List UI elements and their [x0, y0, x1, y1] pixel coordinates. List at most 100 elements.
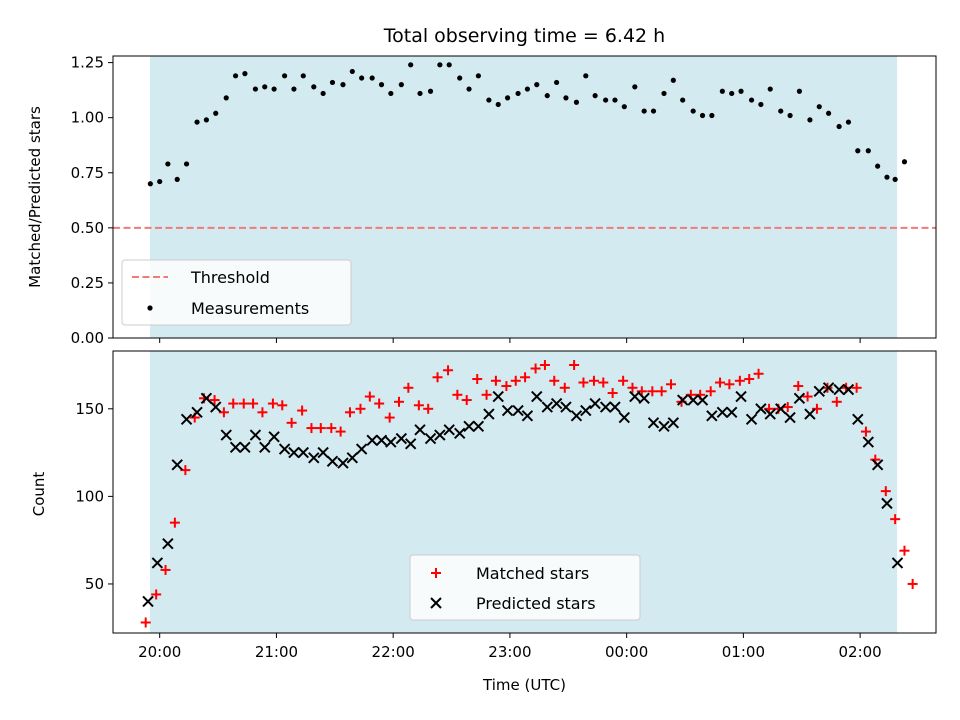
predicted-star-stroke-b	[687, 394, 699, 406]
predicted-star-stroke-b	[667, 417, 680, 429]
predicted-star-stroke-b	[346, 452, 359, 464]
predicted-star-stroke-b	[142, 595, 154, 608]
predicted-star-point	[268, 431, 280, 443]
matched-star-point	[880, 486, 891, 497]
predicted-star-stroke-b	[385, 436, 397, 448]
matched-star-point	[472, 374, 483, 385]
measurement-point	[670, 77, 676, 83]
matched-star-point	[618, 375, 629, 386]
legend-measurement-swatch	[147, 305, 153, 311]
predicted-star-point	[716, 406, 729, 419]
matched-star-point	[403, 382, 414, 393]
legend-predicted-swatch-b	[430, 597, 442, 609]
measurement-point	[329, 79, 336, 86]
measurement-point	[174, 176, 180, 182]
measurement-point	[282, 73, 288, 79]
measurement-point	[183, 161, 190, 167]
predicted-star-stroke-b	[676, 394, 689, 406]
predicted-star-stroke-b	[755, 403, 767, 415]
measurement-point	[709, 112, 715, 119]
measurement-point	[778, 108, 784, 114]
measurement-point	[262, 84, 268, 90]
measurement-point	[816, 104, 822, 110]
measurement-point	[767, 86, 773, 92]
measurement-point	[544, 93, 550, 99]
measurement-point	[554, 79, 560, 86]
predicted-star-stroke-b	[521, 410, 534, 422]
matched-star-point	[666, 379, 677, 390]
predicted-star-stroke-b	[891, 557, 904, 569]
predicted-star-point	[229, 441, 242, 454]
predicted-star-point	[775, 403, 787, 415]
predicted-star-stroke-b	[618, 411, 631, 424]
predicted-star-point	[589, 397, 601, 410]
predicted-star-stroke-b	[862, 436, 874, 448]
predicted-star-point	[326, 455, 339, 468]
legend-matched-label: Matched stars	[476, 564, 589, 583]
measurement-point	[836, 123, 842, 130]
predicted-star-stroke-b	[210, 401, 222, 413]
y-tick-label: 0.50	[71, 219, 104, 237]
legend: Threshold Measurements	[121, 259, 352, 326]
predicted-star-point	[454, 427, 466, 440]
measurement-point	[369, 75, 375, 81]
measurement-point	[271, 86, 277, 92]
matched-star-point	[782, 402, 793, 413]
measurement-point	[457, 75, 463, 81]
measurement-point	[612, 97, 618, 103]
predicted-star-point	[239, 441, 251, 454]
predicted-star-point	[366, 434, 378, 447]
predicted-star-point	[249, 429, 262, 441]
predicted-star-point	[463, 420, 475, 433]
predicted-star-stroke-b	[404, 438, 417, 450]
predicted-star-stroke-b	[229, 441, 242, 454]
predicted-star-stroke-b	[162, 537, 174, 550]
predicted-star-point	[871, 459, 884, 471]
predicted-star-point	[667, 417, 680, 429]
matched-star-point	[907, 578, 918, 589]
predicted-star-stroke-b	[735, 390, 747, 403]
predicted-star-point	[618, 411, 631, 424]
predicted-star-stroke-b	[696, 394, 709, 406]
matched-star-point	[277, 400, 288, 411]
predicted-star-point	[142, 595, 154, 608]
y-tick-label: 100	[75, 487, 104, 505]
y-tick-label: 1.25	[71, 54, 104, 72]
matched-star-point	[851, 382, 862, 393]
measurement-point	[147, 181, 153, 187]
predicted-star-point	[647, 417, 660, 429]
y-tick-label: 0.75	[71, 164, 104, 182]
matched-star-point	[793, 381, 804, 392]
matched-star-point	[481, 389, 492, 400]
predicted-star-stroke-b	[658, 420, 670, 433]
x-tick-label: 22:00	[372, 643, 415, 661]
y-tick-label: 0.00	[71, 329, 104, 347]
matched-star-point	[899, 545, 910, 556]
measurement-point	[884, 174, 890, 180]
measurement-point	[621, 104, 627, 110]
y-tick-label: 50	[85, 575, 104, 593]
y-tick-label: 0.25	[71, 274, 104, 292]
matched-star-point	[715, 377, 726, 388]
predicted-star-stroke-b	[804, 408, 816, 420]
x-tick-label: 23:00	[488, 643, 531, 661]
predicted-star-stroke-b	[337, 457, 349, 469]
measurement-point	[437, 62, 443, 68]
predicted-star-point	[658, 420, 670, 433]
predicted-star-stroke-b	[414, 424, 426, 436]
matched-star-point	[734, 375, 745, 386]
measurement-point	[311, 84, 317, 90]
predicted-star-stroke-b	[180, 413, 193, 426]
predicted-star-stroke-b	[395, 432, 408, 445]
matched-star-point	[490, 375, 501, 386]
predicted-star-stroke-b	[580, 404, 592, 417]
matched-star-point	[559, 382, 570, 393]
measurement-point	[320, 90, 326, 97]
measurement-point	[865, 148, 871, 154]
matched-star-point	[218, 407, 229, 418]
predicted-star-point	[424, 432, 437, 445]
matched-star-point	[297, 405, 308, 416]
predicted-star-stroke-b	[881, 497, 893, 510]
legend-box	[121, 259, 352, 326]
